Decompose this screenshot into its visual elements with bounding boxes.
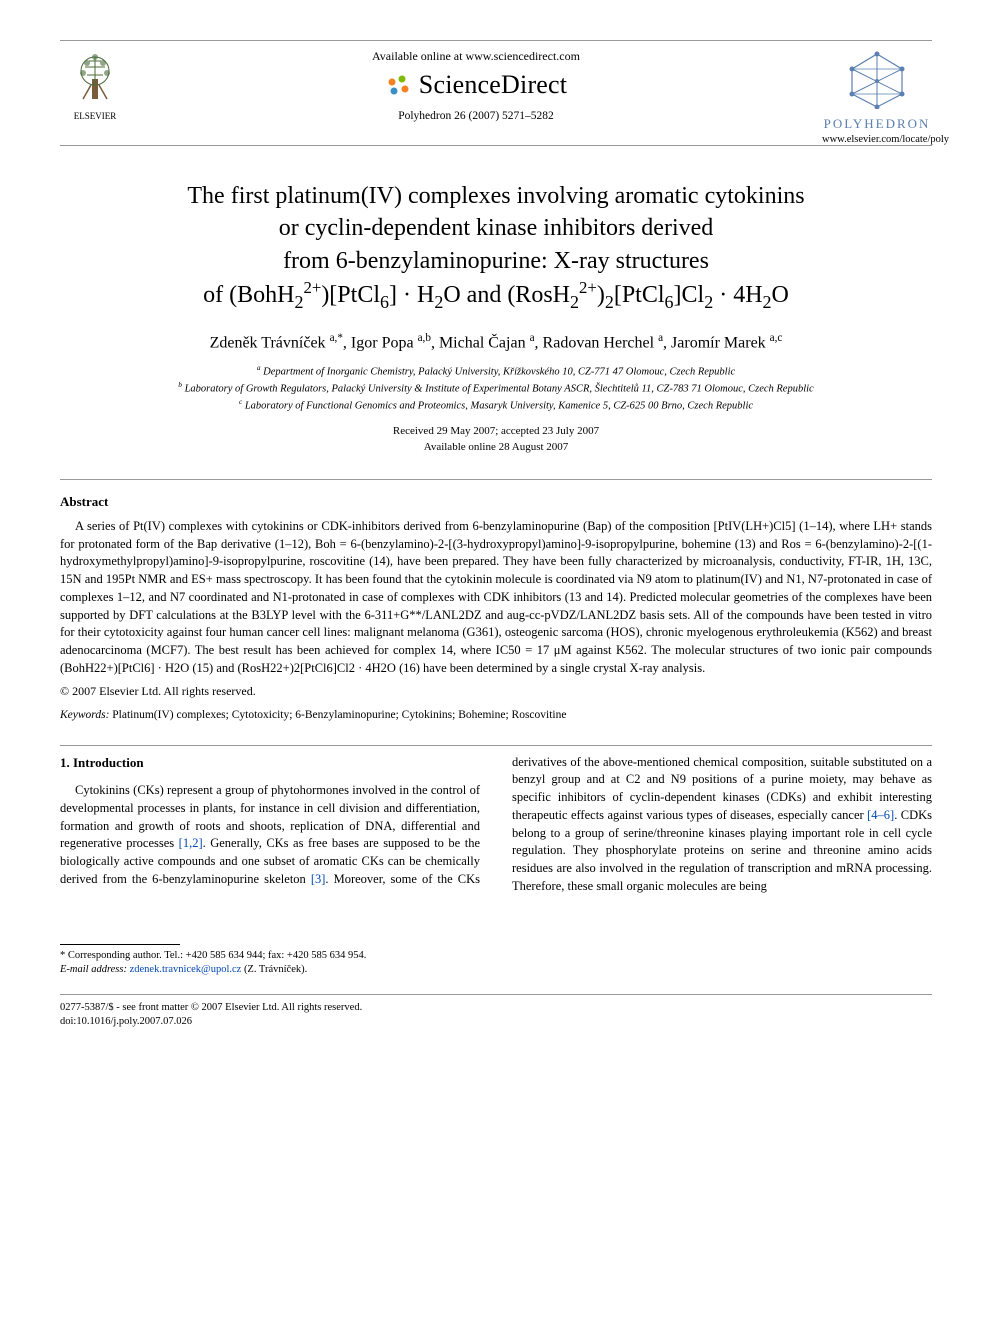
polyhedron-label: POLYHEDRON bbox=[822, 116, 932, 132]
article-title: The first platinum(IV) complexes involvi… bbox=[80, 180, 912, 314]
divider bbox=[60, 745, 932, 746]
corresponding-author: * Corresponding author. Tel.: +420 585 6… bbox=[60, 949, 932, 978]
email-link[interactable]: zdenek.travnicek@upol.cz bbox=[130, 964, 242, 975]
header-center: Available online at www.sciencedirect.co… bbox=[130, 49, 822, 128]
citation-link[interactable]: [3] bbox=[311, 872, 326, 886]
article-body: 1. Introduction Cytokinins (CKs) represe… bbox=[60, 754, 932, 896]
journal-citation: Polyhedron 26 (2007) 5271–5282 bbox=[130, 110, 822, 122]
page-footer: 0277-5387/$ - see front matter © 2007 El… bbox=[60, 994, 932, 1028]
sciencedirect-text: ScienceDirect bbox=[419, 70, 567, 100]
journal-header: ELSEVIER Available online at www.science… bbox=[60, 40, 932, 146]
citation-link[interactable]: [1,2] bbox=[179, 836, 203, 850]
introduction-heading: 1. Introduction bbox=[60, 754, 480, 772]
author: Zdeněk Trávníček bbox=[210, 335, 326, 352]
elsevier-logo: ELSEVIER bbox=[60, 49, 130, 121]
sciencedirect-logo: ScienceDirect bbox=[130, 70, 822, 100]
elsevier-tree-icon bbox=[65, 49, 125, 109]
abstract-body: A series of Pt(IV) complexes with cytoki… bbox=[60, 518, 932, 678]
abstract-heading: Abstract bbox=[60, 494, 932, 510]
affiliations: a Department of Inorganic Chemistry, Pal… bbox=[60, 363, 932, 415]
intro-paragraph: Cytokinins (CKs) represent a group of ph… bbox=[60, 754, 932, 896]
sciencedirect-mark-icon bbox=[385, 71, 413, 99]
elsevier-label: ELSEVIER bbox=[60, 111, 130, 121]
author: Jaromír Marek bbox=[671, 335, 766, 352]
citation-link[interactable]: [4–6] bbox=[867, 808, 894, 822]
author: Michal Čajan bbox=[439, 335, 526, 352]
divider bbox=[60, 479, 932, 480]
author: Igor Popa bbox=[351, 335, 414, 352]
available-online-text: Available online at www.sciencedirect.co… bbox=[130, 49, 822, 64]
authors-list: Zdeněk Trávníček a,*, Igor Popa a,b, Mic… bbox=[60, 332, 932, 352]
doi: doi:10.1016/j.poly.2007.07.026 bbox=[60, 1016, 192, 1027]
polyhedron-logo: POLYHEDRON www.elsevier.com/locate/poly bbox=[822, 49, 932, 145]
journal-url: www.elsevier.com/locate/poly bbox=[822, 134, 932, 145]
keywords: Keywords: Platinum(IV) complexes; Cytoto… bbox=[60, 709, 932, 721]
copyright-line: © 2007 Elsevier Ltd. All rights reserved… bbox=[60, 684, 932, 699]
article-dates: Received 29 May 2007; accepted 23 July 2… bbox=[60, 424, 932, 455]
footnote-separator bbox=[60, 944, 180, 945]
author: Radovan Herchel bbox=[543, 335, 655, 352]
polyhedron-icon bbox=[842, 49, 912, 109]
